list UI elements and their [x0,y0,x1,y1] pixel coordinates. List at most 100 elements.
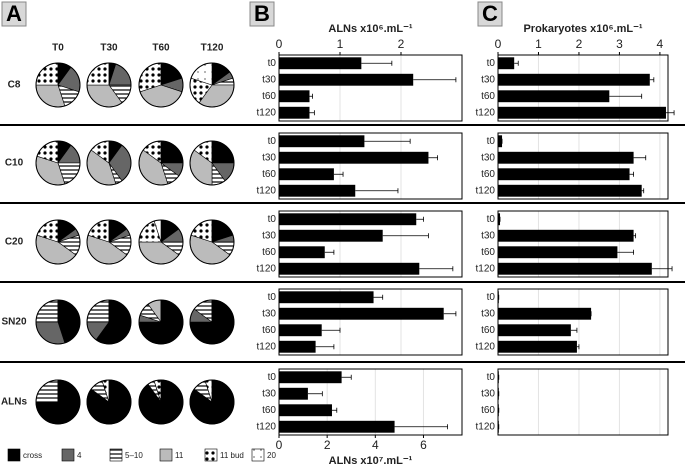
pie-outline [35,62,81,108]
pie-outline [138,219,184,265]
y-tick-label: t0 [268,372,277,383]
legend-label: cross [23,451,42,460]
bar [279,168,334,181]
pie-outline [86,379,132,425]
bar [279,184,356,197]
row-label: C20 [5,237,24,248]
plot-frame [497,210,669,278]
plot-frame [497,132,669,200]
axis-title: Prokaryotes x10⁶.mL⁻¹ [523,23,642,35]
y-tick-label: t60 [481,91,495,102]
x-tick-label: 0 [276,37,283,51]
y-tick-label: t60 [481,247,495,258]
pie-outline [86,219,132,265]
bar [498,404,499,417]
panel-a-label: A [1,1,27,27]
x-tick-label: 6 [420,438,427,452]
bar [279,404,332,417]
row-label: C8 [8,80,21,91]
bar [279,246,325,259]
y-tick-label: t60 [481,169,495,180]
x-tick-label: 0 [495,37,502,51]
bar [498,371,499,384]
y-tick-label: t120 [257,341,277,352]
bar [498,324,571,337]
x-tick-label: 2 [324,438,331,452]
legend-label: 5–10 [125,451,143,460]
pie-outline [35,379,81,425]
legend-label: 20 [267,451,276,460]
column-label: T0 [52,43,64,54]
y-tick-label: t0 [268,136,277,147]
pie-outline [189,379,235,425]
y-tick-label: t0 [268,292,277,303]
plot-frame [278,132,463,200]
y-tick-label: t120 [476,341,496,352]
x-tick-label: 3 [616,37,623,51]
row-label: C10 [5,158,24,169]
row-label: ALNs [1,397,28,408]
y-tick-label: t120 [476,263,496,274]
panel-letter: C [482,1,498,26]
y-tick-label: t60 [262,247,276,258]
bar [279,73,414,86]
pie-outline [189,299,235,345]
y-tick-label: t0 [268,214,277,225]
bar [279,340,316,353]
bar [498,73,650,86]
y-tick-label: t60 [262,405,276,416]
y-tick-label: t30 [262,74,276,85]
bar [279,229,383,242]
y-tick-label: t120 [257,185,277,196]
column-label: T30 [100,43,118,54]
pie-outline [189,140,235,186]
x-tick-label: 2 [576,37,583,51]
bar [498,246,618,259]
bar [498,387,499,400]
bar [498,340,577,353]
column-label: T120 [201,43,224,54]
legend-swatch [7,448,21,462]
pie-outline [86,140,132,186]
bar [498,57,515,70]
y-tick-label: t0 [487,214,496,225]
bar [498,307,592,320]
bar [279,90,310,103]
row-separators [0,124,685,363]
pie-outline [35,299,81,345]
bar [498,90,610,103]
y-tick-label: t120 [476,185,496,196]
y-tick-label: t60 [481,405,495,416]
x-tick-label: 0 [276,438,283,452]
bar [279,135,365,148]
plot-frame [278,368,463,436]
bar [279,262,420,275]
axis-title: ALNs x10⁷.mL⁻¹ [329,455,413,465]
panel-b-label: B [249,1,275,27]
bar [498,229,634,242]
legend-swatch [204,448,218,462]
bar [279,307,444,320]
pie-outline [35,140,81,186]
axis-title: ALNs x10⁶.mL⁻¹ [328,23,413,35]
pie-outline [138,62,184,108]
x-tick-label: 1 [535,37,542,51]
bar [279,420,395,433]
y-tick-label: t0 [487,292,496,303]
bar [279,106,310,119]
y-tick-label: t0 [487,136,496,147]
y-tick-label: t120 [257,421,277,432]
x-tick-label: 4 [657,37,664,51]
y-tick-label: t120 [476,421,496,432]
x-tick-label: 1 [337,37,344,51]
row-label: SN20 [1,317,26,328]
plot-frame [278,210,463,278]
plot-frame [278,288,463,356]
bar [279,213,417,226]
y-tick-label: t30 [481,230,495,241]
y-tick-label: t30 [481,152,495,163]
panel-c-label: C [477,1,503,27]
legend-label: 11 [175,451,184,460]
